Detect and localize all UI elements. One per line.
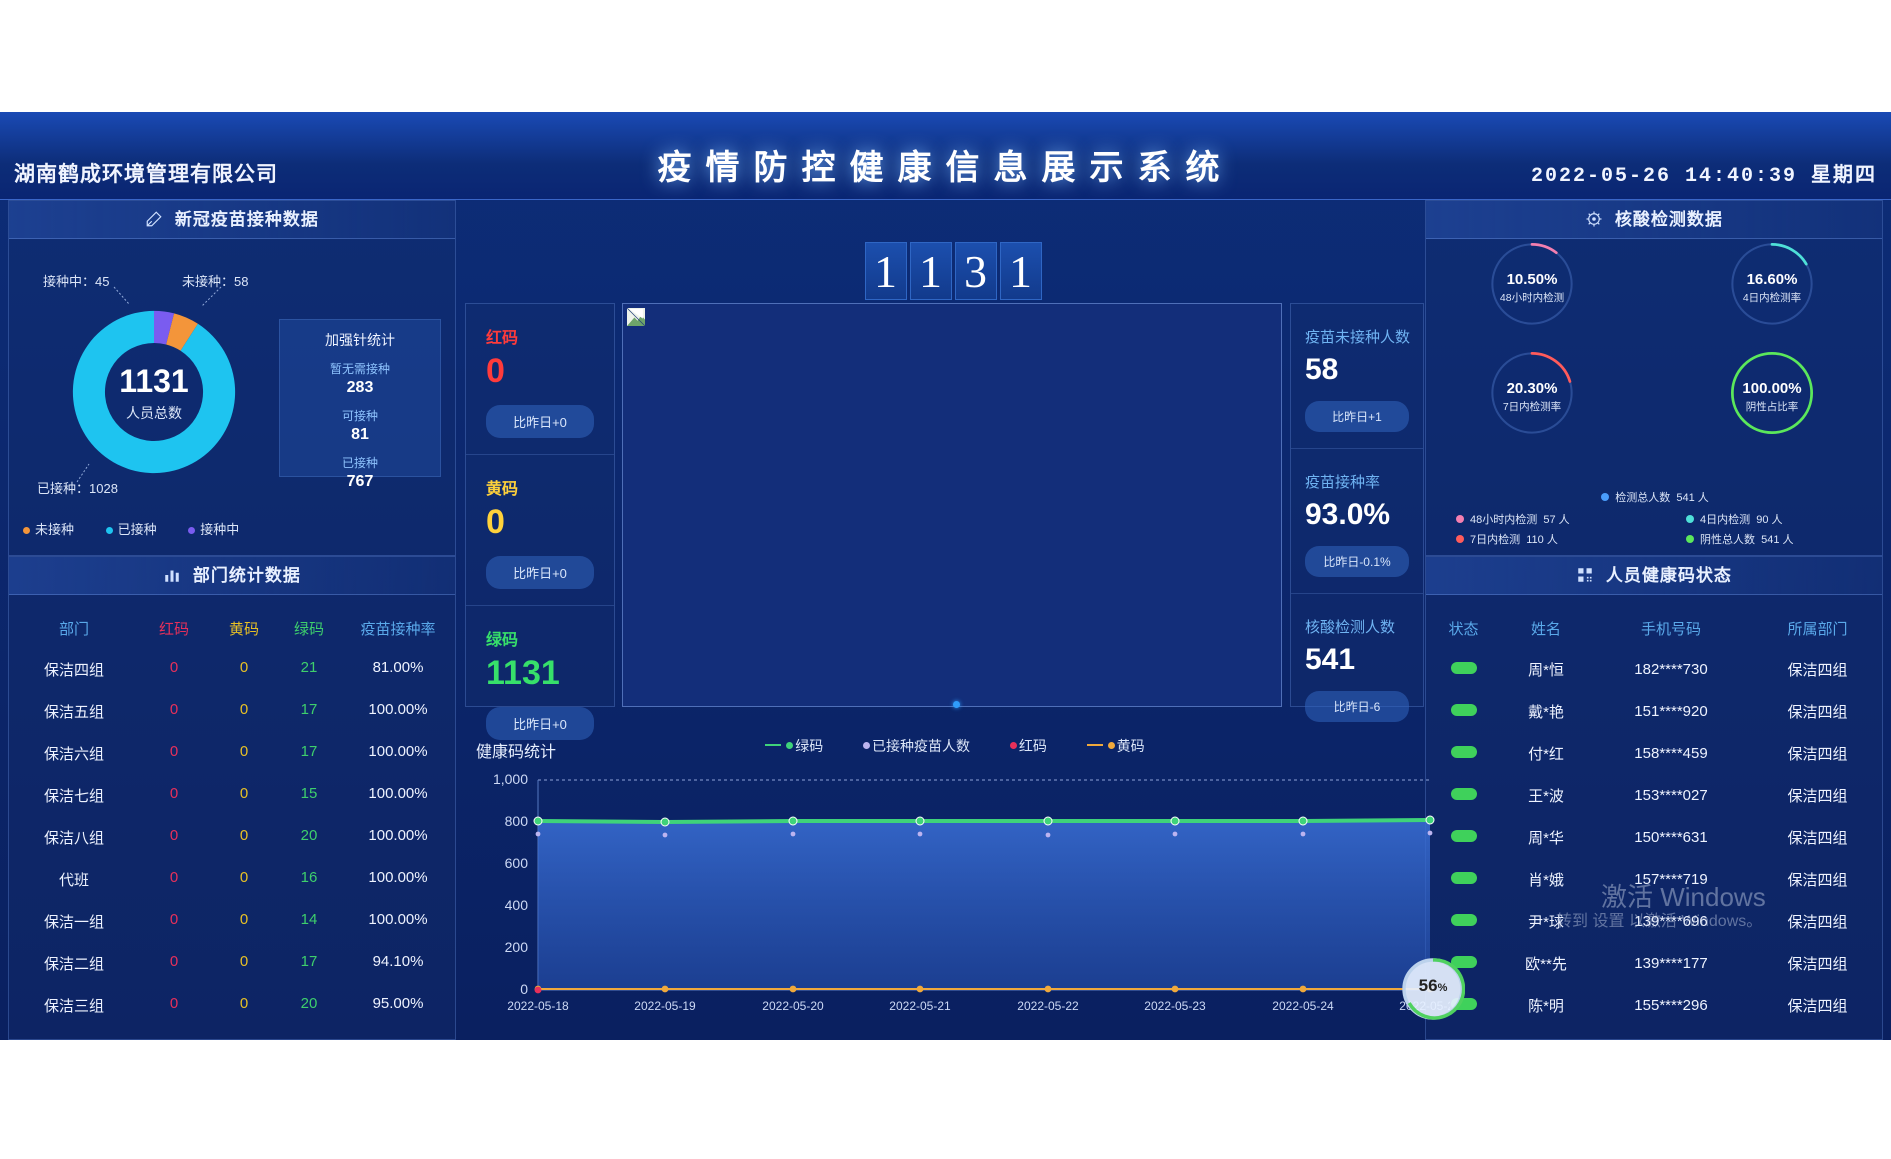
svg-text:600: 600 (505, 855, 529, 871)
svg-text:800: 800 (505, 813, 529, 829)
svg-text:2022-05-24: 2022-05-24 (1272, 999, 1334, 1013)
svg-text:0: 0 (520, 981, 528, 997)
svg-text:200: 200 (505, 939, 529, 955)
svg-text:1,000: 1,000 (493, 771, 528, 787)
svg-text:2022-05-20: 2022-05-20 (762, 999, 824, 1013)
svg-text:2022-05-19: 2022-05-19 (634, 999, 696, 1013)
svg-text:2022-05-21: 2022-05-21 (889, 999, 951, 1013)
svg-text:2022-05-23: 2022-05-23 (1144, 999, 1206, 1013)
svg-text:2022-05-22: 2022-05-22 (1017, 999, 1079, 1013)
svg-text:400: 400 (505, 897, 529, 913)
svg-text:2022-05-18: 2022-05-18 (507, 999, 569, 1013)
